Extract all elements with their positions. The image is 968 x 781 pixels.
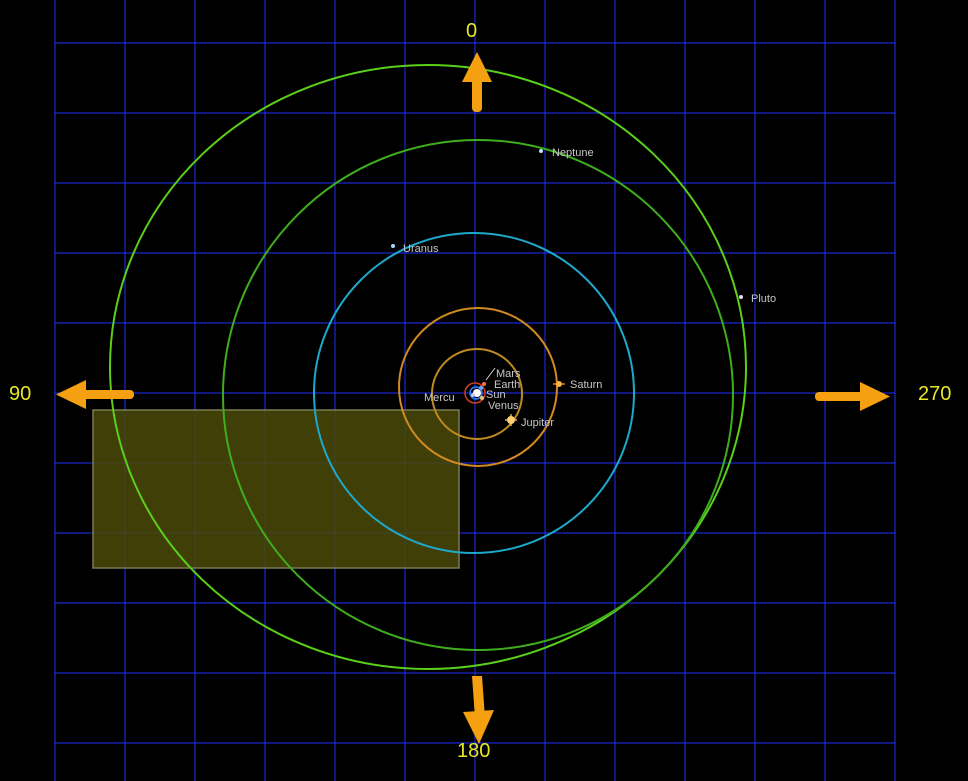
pluto-marker[interactable] (739, 295, 743, 299)
venus-marker[interactable] (480, 396, 484, 400)
arrow-down-icon[interactable] (463, 676, 494, 744)
label-venus: Venus (488, 400, 519, 412)
label-mercury: Mercu (424, 392, 455, 404)
arrow-right-icon[interactable] (815, 382, 890, 411)
label-uranus: Uranus (403, 243, 439, 255)
direction-label-bottom: 180 (457, 740, 490, 763)
earth-marker[interactable] (479, 386, 483, 390)
orbit-pluto (110, 65, 746, 669)
mars-marker[interactable] (482, 382, 486, 386)
arrow-up-icon[interactable] (462, 52, 492, 112)
label-jupiter: Jupiter (521, 417, 554, 429)
jupiter-marker[interactable] (505, 414, 517, 426)
direction-label-top: 0 (466, 20, 477, 43)
direction-label-left: 90 (9, 383, 31, 406)
selection-box[interactable] (93, 410, 459, 568)
label-neptune: Neptune (552, 147, 594, 159)
uranus-marker[interactable] (391, 244, 395, 248)
neptune-marker[interactable] (539, 149, 543, 153)
mercury-marker[interactable] (471, 393, 475, 397)
label-pluto: Pluto (751, 293, 776, 305)
arrow-left-icon[interactable] (56, 380, 134, 409)
label-saturn: Saturn (570, 379, 602, 391)
direction-label-right: 270 (918, 383, 951, 406)
saturn-marker[interactable] (553, 381, 565, 387)
